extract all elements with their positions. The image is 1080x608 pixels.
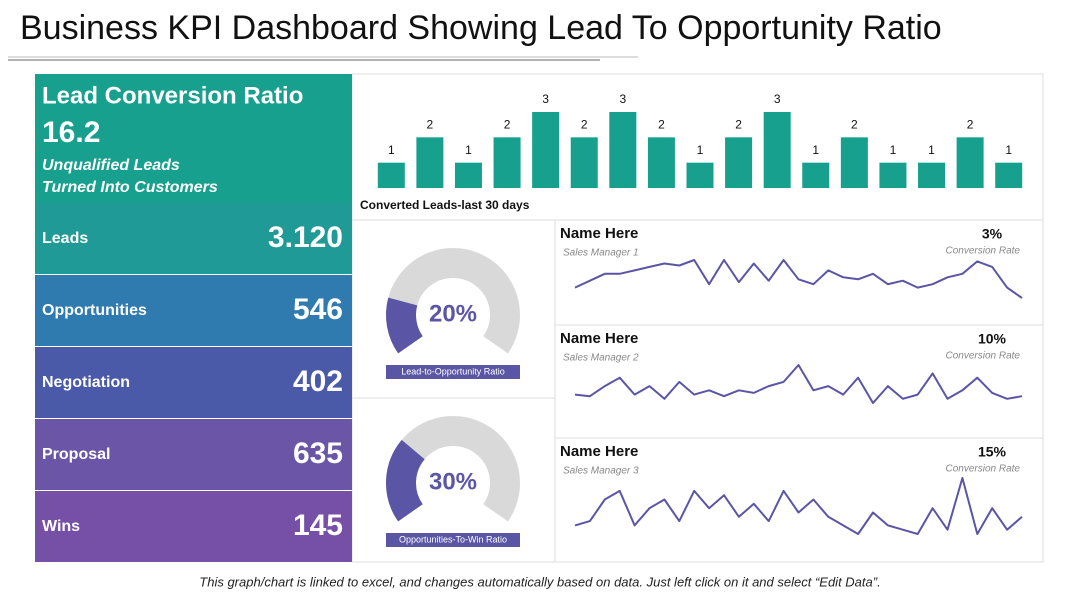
kpi-header: [35, 74, 352, 203]
bar-label: 2: [658, 118, 665, 132]
bar: [570, 137, 598, 188]
footer-note: This graph/chart is linked to excel, and…: [199, 574, 880, 589]
bar: [995, 162, 1023, 188]
gauge-fill: [386, 297, 424, 354]
bar: [725, 137, 753, 188]
gauge-fill: [386, 439, 426, 522]
x-axis-label: Converted Leads-last 30 days: [360, 198, 530, 212]
bar-label: 2: [581, 118, 588, 132]
manager-role: Sales Manager 3: [563, 466, 639, 477]
bar-label: 1: [812, 143, 819, 157]
kpi-row-value: 546: [293, 293, 343, 326]
bar-label: 2: [504, 118, 511, 132]
kpi-row-value: 3.120: [268, 221, 343, 254]
bar-label: 3: [542, 92, 549, 106]
bar-label: 1: [465, 143, 472, 157]
kpi-row: [35, 203, 352, 274]
sparkline: [574, 364, 1023, 404]
conversion-value: 10%: [978, 331, 1007, 347]
bar: [763, 112, 791, 188]
bar: [879, 162, 907, 188]
gauge-label-box: [386, 365, 520, 379]
manager-role: Sales Manager 2: [563, 353, 639, 364]
bar: [454, 162, 482, 188]
conversion-value: 3%: [982, 226, 1003, 242]
bar-label: 2: [967, 118, 974, 132]
bar-label: 1: [890, 143, 897, 157]
kpi-row: [35, 347, 352, 418]
kpi-row-value: 145: [293, 509, 343, 542]
gauge-value: 20%: [429, 300, 477, 327]
gauge-label: Opportunities-To-Win Ratio: [399, 534, 507, 544]
bar-label: 1: [928, 143, 935, 157]
kpi-row-label: Negotiation: [42, 374, 130, 391]
conversion-label: Conversion Rate: [946, 464, 1021, 475]
sparkline: [574, 259, 1023, 299]
bar: [609, 112, 637, 188]
bar: [686, 162, 714, 188]
page-title: Business KPI Dashboard Showing Lead To O…: [20, 9, 942, 47]
bar: [647, 137, 675, 188]
bar: [493, 137, 521, 188]
conversion-label: Conversion Rate: [946, 351, 1021, 362]
bar-label: 2: [427, 118, 434, 132]
bar-label: 3: [774, 92, 781, 106]
kpi-subtitle: Unqualified Leads: [42, 157, 180, 174]
gauge-label: Lead-to-Opportunity Ratio: [401, 366, 505, 376]
conversion-label: Conversion Rate: [946, 246, 1021, 257]
bar: [416, 137, 444, 188]
bar: [377, 162, 405, 188]
kpi-row-value: 402: [293, 365, 343, 398]
bar: [840, 137, 868, 188]
bar: [802, 162, 830, 188]
kpi-subtitle: Turned Into Customers: [42, 179, 218, 196]
bar-label: 1: [388, 143, 395, 157]
bar-label: 1: [697, 143, 704, 157]
bar: [532, 112, 560, 188]
bar-label: 3: [619, 92, 626, 106]
kpi-title: Lead Conversion Ratio: [42, 82, 303, 109]
manager-role: Sales Manager 1: [563, 248, 639, 259]
manager-name: Name Here: [560, 225, 638, 242]
sparkline: [574, 477, 1023, 535]
kpi-row: [35, 275, 352, 346]
conversion-value: 15%: [978, 444, 1007, 460]
bar-label: 1: [1005, 143, 1012, 157]
kpi-row-label: Leads: [42, 230, 88, 247]
kpi-row-label: Opportunities: [42, 302, 147, 319]
kpi-row-label: Proposal: [42, 446, 110, 463]
manager-name: Name Here: [560, 443, 638, 460]
kpi-row: [35, 491, 352, 562]
gauge-value: 30%: [429, 468, 477, 495]
manager-name: Name Here: [560, 330, 638, 347]
bar: [918, 162, 946, 188]
kpi-value: 16.2: [42, 116, 100, 149]
bar-label: 2: [851, 118, 858, 132]
bar: [956, 137, 984, 188]
bar-label: 2: [735, 118, 742, 132]
gauge-label-box: [386, 533, 520, 547]
kpi-row-label: Wins: [42, 518, 80, 535]
kpi-row: [35, 419, 352, 490]
kpi-row-value: 635: [293, 437, 343, 470]
